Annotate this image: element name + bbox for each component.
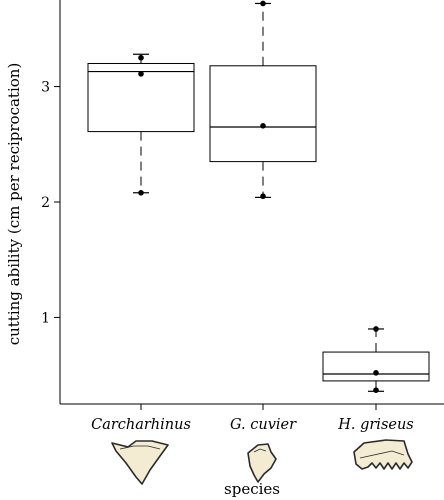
plot-area: 1 2 3 Carcharhinus G. cuvier H. griseus — [41, 0, 444, 485]
carcharhinus-tooth-icon — [111, 440, 169, 485]
h-griseus-tooth-icon — [353, 439, 413, 470]
y-tick-label: 2 — [41, 195, 50, 211]
data-point — [373, 326, 379, 332]
data-point — [138, 189, 144, 196]
g-cuvier-tooth-icon — [247, 443, 277, 483]
g-cuvier-tooth-notch — [253, 448, 267, 453]
data-point — [138, 54, 144, 61]
box-iqr — [322, 351, 430, 382]
category-label: G. cuvier — [230, 417, 297, 433]
h-griseus-tooth-base-line — [359, 450, 405, 459]
box-iqr — [209, 65, 317, 163]
category-label: Carcharhinus — [91, 417, 191, 433]
y-axis-title: cutting ability (cm per reciprocation) — [5, 63, 23, 346]
y-tick-label: 3 — [41, 80, 50, 96]
data-point — [138, 71, 144, 77]
data-point — [260, 0, 266, 7]
x-axis-title: species — [224, 480, 280, 498]
category-label: H. griseus — [337, 417, 414, 433]
data-point — [260, 193, 266, 200]
y-tick-label: 1 — [41, 310, 50, 326]
data-point — [373, 370, 379, 376]
data-point — [260, 123, 266, 129]
data-point — [373, 387, 379, 393]
box-iqr — [87, 62, 195, 133]
carcharhinus-tooth-root-line — [119, 445, 161, 450]
